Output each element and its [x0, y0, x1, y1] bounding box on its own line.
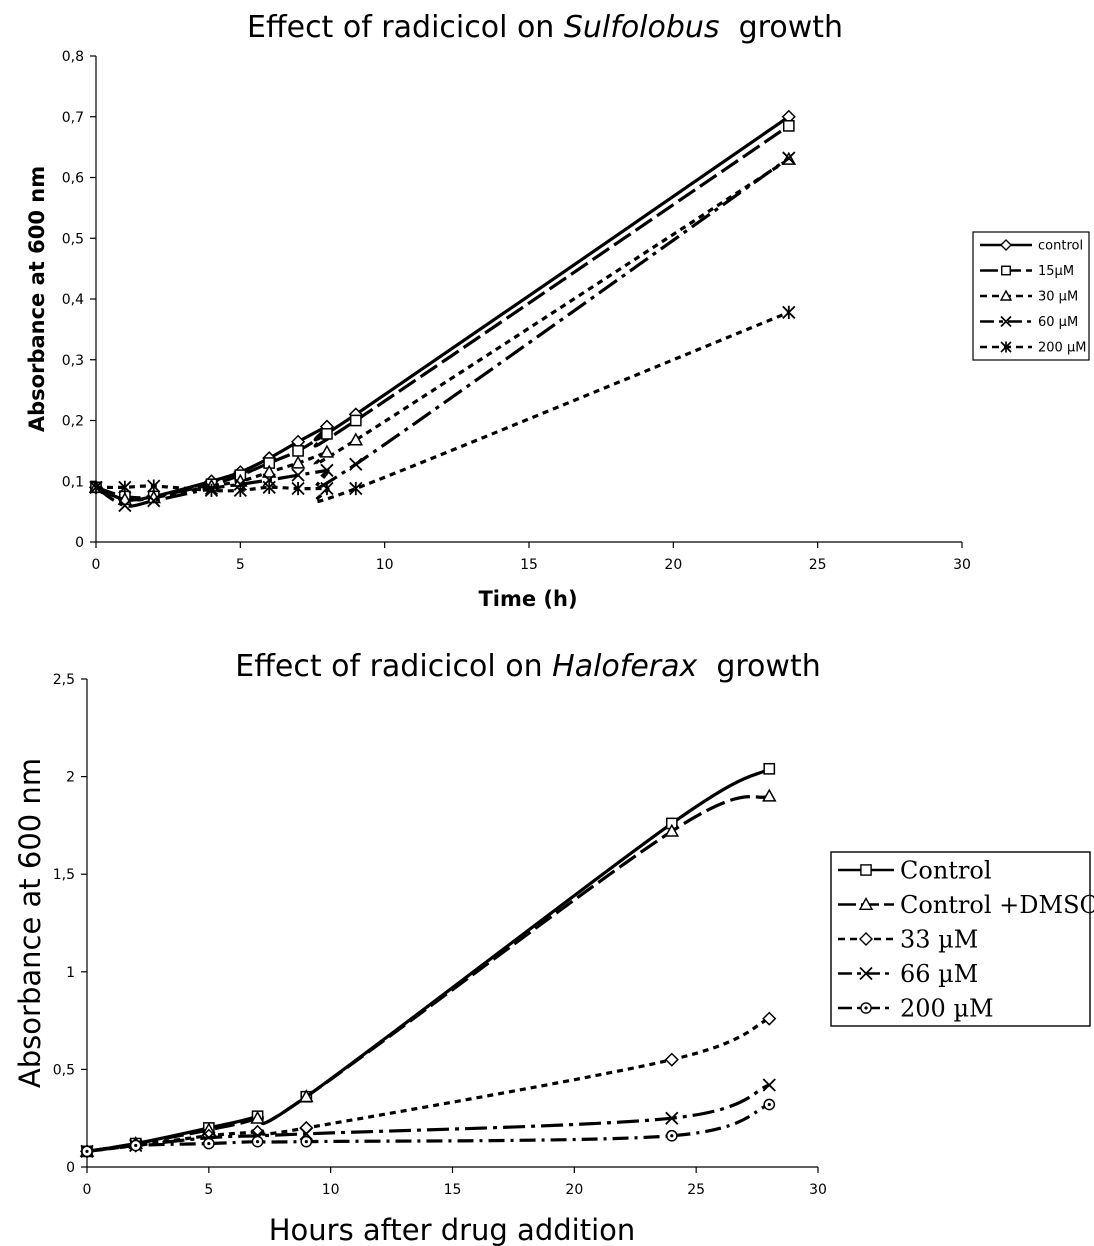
x-tick-label: 10	[376, 557, 394, 573]
data-point	[321, 482, 333, 495]
y-tick-label: 1,5	[53, 867, 75, 883]
series-5	[90, 306, 795, 502]
x-tick-label: 0	[92, 557, 101, 573]
legend-label: 60 µM	[1038, 315, 1078, 330]
chart-sulfolobus: Effect of radicicol on Sulfolobus growth…	[25, 10, 1089, 611]
x-tick-label: 15	[520, 557, 538, 573]
series-line	[96, 159, 789, 500]
data-point	[293, 446, 303, 456]
y-tick-label: 0,8	[62, 49, 84, 65]
y-tick-label: 0,6	[62, 171, 84, 187]
y-tick-label: 1	[66, 965, 75, 981]
legend-label: 15µM	[1038, 264, 1074, 279]
plot-area	[90, 111, 795, 512]
series-1	[90, 111, 795, 506]
x-axis-label: Time (h)	[478, 587, 577, 611]
data-point	[351, 415, 361, 425]
legend-label: control	[1038, 239, 1083, 254]
data-point	[148, 480, 160, 493]
x-tick-label: 5	[204, 1182, 213, 1198]
legend-label: 66 µM	[900, 960, 978, 988]
axes: 0 5 10 15 20 25 30 0 0,5 1 1,5 2 2,5	[53, 672, 827, 1198]
x-tick-label: 25	[687, 1182, 705, 1198]
y-tick-label: 0,7	[62, 110, 84, 126]
data-point	[82, 1146, 92, 1156]
chart-title: Effect of radicicol on Haloferax growth	[235, 649, 820, 684]
series-line	[96, 117, 789, 500]
data-point	[763, 1079, 775, 1091]
legend: control 15µM 30 µM 60 µM 200 µM	[973, 232, 1089, 360]
y-tick-label: 0	[66, 1160, 75, 1176]
data-point	[784, 121, 794, 131]
series-2	[91, 121, 794, 502]
data-point	[763, 1013, 775, 1025]
x-tick-label: 5	[236, 557, 245, 573]
y-tick-label: 0	[75, 535, 84, 551]
x-tick-label: 20	[565, 1182, 583, 1198]
legend-label: 200 µM	[900, 995, 994, 1023]
data-point	[300, 1122, 312, 1134]
series-line	[87, 796, 769, 1151]
legend-marker	[1002, 266, 1011, 275]
data-point	[667, 1131, 677, 1141]
data-point	[301, 1137, 311, 1147]
x-tick-label: 10	[322, 1182, 340, 1198]
legend-label: Control	[900, 857, 992, 885]
x-tick-label: 30	[809, 1182, 827, 1198]
data-point	[783, 306, 795, 319]
series-1	[82, 764, 774, 1157]
y-tick-label: 0,5	[53, 1062, 75, 1078]
legend: Control Control +DMSO 33 µM 66 µM 200 µM	[831, 852, 1094, 1026]
legend-marker	[861, 865, 871, 875]
chart-haloferax: Effect of radicicol on Haloferax growth …	[13, 649, 1094, 1246]
series-3	[90, 153, 795, 504]
y-tick-label: 2	[66, 770, 75, 786]
legend-label: 33 µM	[900, 926, 978, 954]
data-point	[666, 1054, 678, 1066]
data-point	[764, 1099, 774, 1109]
y-tick-label: 0,2	[62, 414, 84, 430]
series-4	[90, 152, 795, 511]
chart-title: Effect of radicicol on Sulfolobus growth	[247, 10, 843, 45]
y-tick-label: 0,1	[62, 474, 84, 490]
x-tick-label: 20	[664, 557, 682, 573]
data-point	[321, 446, 333, 457]
series-line	[87, 1105, 769, 1152]
legend-label: 200 µM	[1038, 341, 1086, 356]
legend-label: Control +DMSO	[900, 891, 1094, 919]
data-point	[350, 458, 362, 470]
series-line	[96, 126, 789, 498]
data-point	[204, 1138, 214, 1148]
series-line	[96, 312, 789, 501]
y-axis-label: Absorbance at 600 nm	[13, 758, 47, 1088]
data-point	[764, 764, 774, 774]
y-tick-label: 0,5	[62, 231, 84, 247]
y-axis-label: Absorbance at 600 nm	[25, 166, 49, 432]
x-axis-label: Hours after drug addition	[269, 1213, 636, 1246]
data-point	[252, 1137, 262, 1147]
data-point	[322, 429, 332, 439]
x-tick-label: 25	[809, 557, 827, 573]
x-tick-label: 0	[83, 1182, 92, 1198]
series-2	[81, 790, 775, 1156]
legend-marker	[861, 1003, 871, 1013]
y-tick-label: 0,3	[62, 353, 84, 369]
x-tick-label: 30	[953, 557, 971, 573]
legend-label: 30 µM	[1038, 290, 1078, 305]
y-tick-label: 0,4	[62, 292, 84, 308]
plot-area	[81, 764, 775, 1158]
data-point	[131, 1140, 141, 1150]
x-tick-label: 15	[444, 1182, 462, 1198]
y-tick-label: 2,5	[53, 672, 75, 688]
